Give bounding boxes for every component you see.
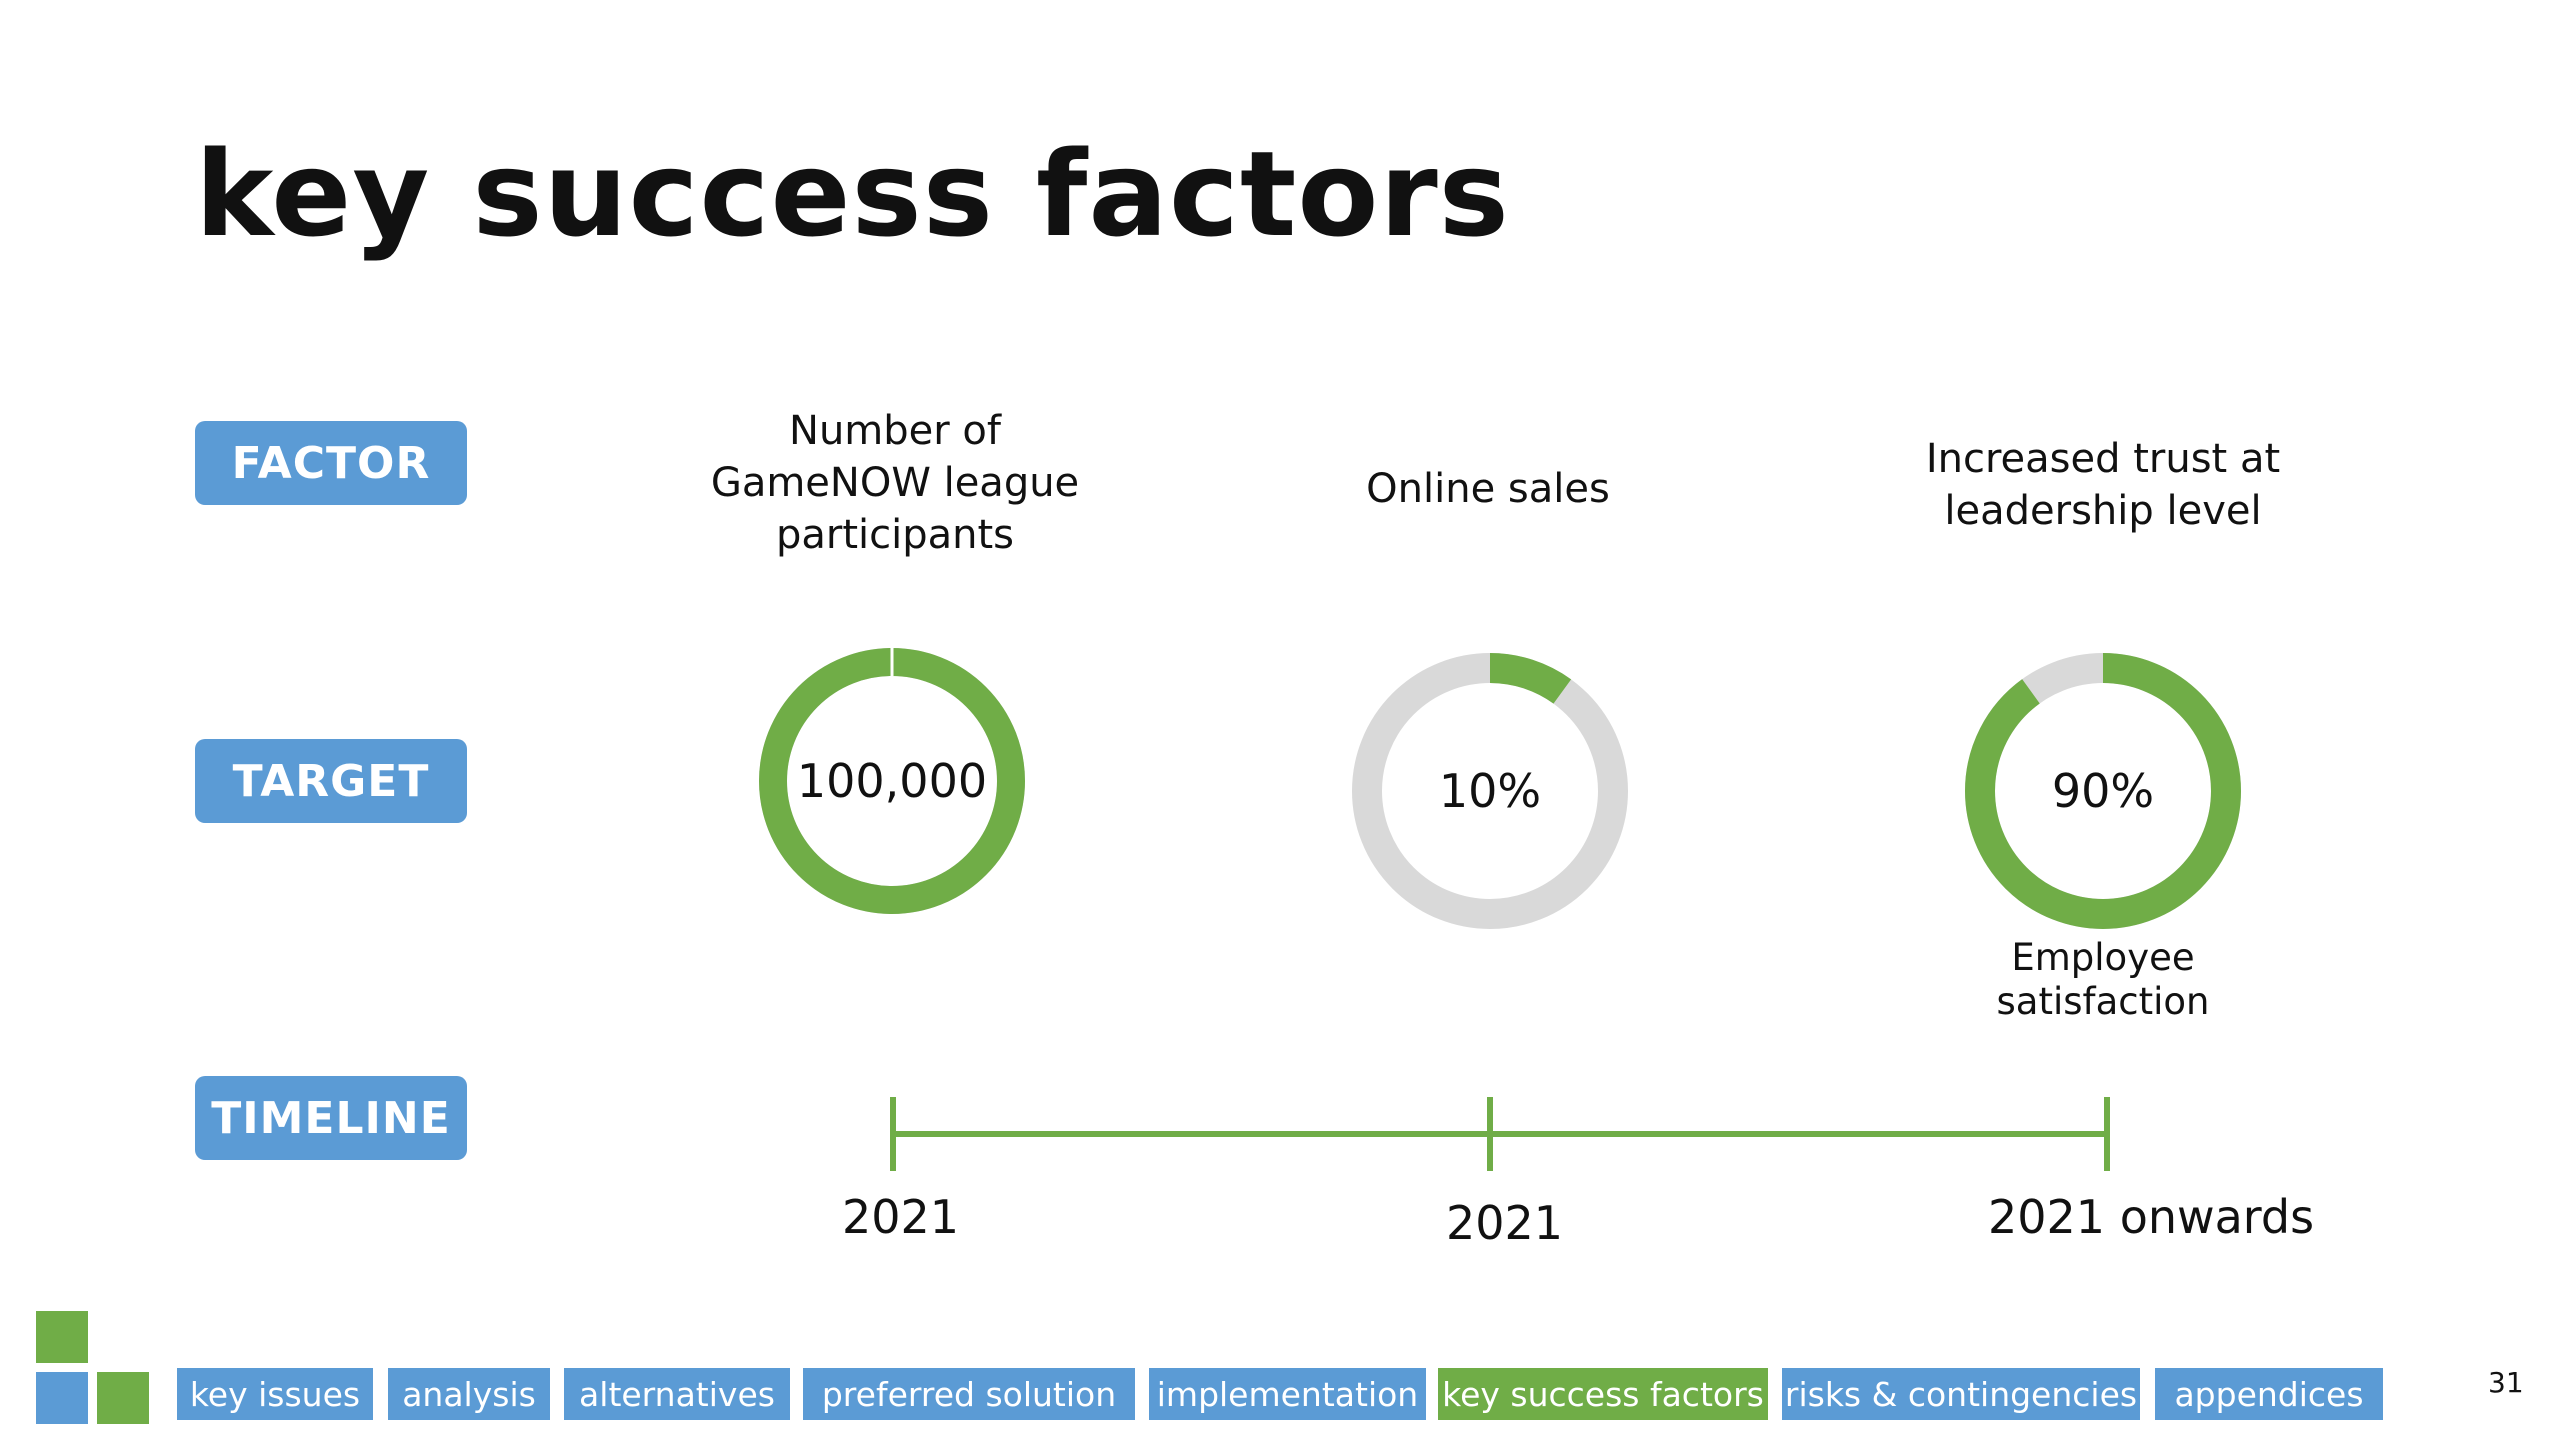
timeline-label-3: 2021 onwards <box>1988 1190 2315 1244</box>
nav-analysis[interactable]: analysis <box>388 1368 550 1420</box>
factor-3-text: Increased trust at leadership level <box>1926 433 2280 537</box>
donut-ring-3 <box>1965 653 2241 929</box>
logo-square-bottom-left <box>36 1372 88 1424</box>
factor-1-line-1: Number of <box>789 408 1001 454</box>
nav-preferred-solution[interactable]: preferred solution <box>803 1368 1135 1420</box>
row-label-target: TARGET <box>195 739 467 823</box>
nav-risks-contingencies[interactable]: risks & contingencies <box>1782 1368 2140 1420</box>
target-donut-1: 100,000 <box>759 648 1025 914</box>
factor-1-line-2: GameNOW league <box>710 460 1080 506</box>
factor-2-line-1: Online sales <box>1366 466 1610 512</box>
target-donut-3: 90% <box>1965 653 2241 929</box>
donut-progress-2 <box>1352 653 1628 929</box>
nav-key-issues[interactable]: key issues <box>177 1368 373 1420</box>
nav-appendices[interactable]: appendices <box>2155 1368 2383 1420</box>
factor-1-text: Number of GameNOW league participants <box>711 405 1079 561</box>
logo-square-top <box>36 1311 88 1363</box>
logo-square-bottom-right <box>97 1372 149 1424</box>
page-number: 31 <box>2488 1366 2524 1399</box>
target-donut-3-value: 90% <box>2051 764 2155 818</box>
factor-1-line-3: participants <box>775 512 1015 558</box>
donut-ring-2 <box>1352 653 1628 929</box>
nav-key-success-factors[interactable]: key success factors <box>1438 1368 1768 1420</box>
row-label-timeline: TIMELINE <box>195 1076 467 1160</box>
factor-3-sub-line-2: satisfaction <box>1996 980 2210 1023</box>
factor-3-line-1: Increased trust at <box>1925 436 2281 482</box>
timeline-label-2: 2021 <box>1446 1196 1564 1250</box>
timeline-label-1: 2021 <box>842 1190 960 1244</box>
target-donut-2-value: 10% <box>1438 764 1542 818</box>
donut-progress-3 <box>1965 653 2241 929</box>
factor-3-sub-label: Employee satisfaction <box>1997 936 2210 1024</box>
slide-title: key success factors <box>195 125 1510 263</box>
nav-alternatives[interactable]: alternatives <box>564 1368 790 1420</box>
target-donut-1-value: 100,000 <box>796 754 988 808</box>
factor-2-text: Online sales <box>1366 463 1610 515</box>
donut-ring-1 <box>759 648 1025 914</box>
nav-implementation[interactable]: implementation <box>1149 1368 1426 1420</box>
row-label-factor: FACTOR <box>195 421 467 505</box>
factor-3-line-2: leadership level <box>1944 488 2262 534</box>
target-donut-2: 10% <box>1352 653 1628 929</box>
factor-3-sub-line-1: Employee <box>2011 936 2195 979</box>
